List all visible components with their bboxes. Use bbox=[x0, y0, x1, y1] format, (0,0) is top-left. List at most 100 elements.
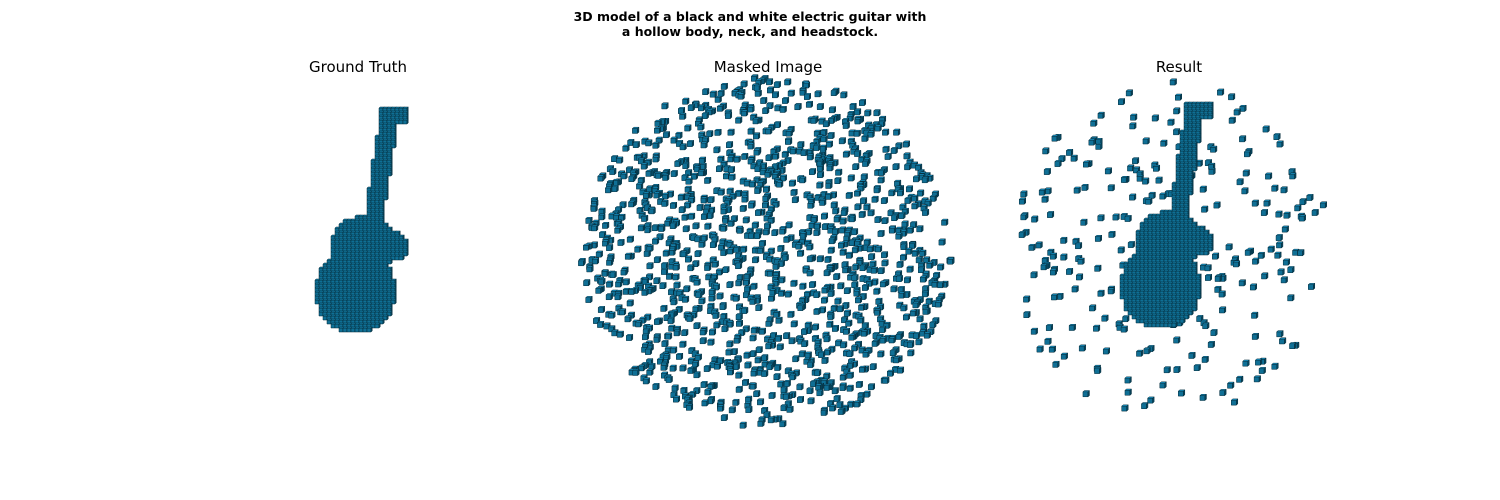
noise-voxel bbox=[1030, 271, 1039, 279]
noise-voxel bbox=[1089, 119, 1098, 127]
noise-voxel bbox=[662, 249, 671, 257]
noise-voxel bbox=[1201, 322, 1210, 330]
noise-voxel bbox=[1058, 154, 1066, 163]
noise-voxel bbox=[796, 140, 805, 149]
noise-voxel bbox=[1288, 172, 1297, 180]
noise-voxel bbox=[611, 184, 620, 193]
noise-voxel bbox=[824, 255, 833, 264]
noise-voxel bbox=[743, 285, 752, 293]
noise-voxel bbox=[1214, 274, 1223, 283]
noise-voxel bbox=[591, 257, 600, 265]
noise-voxel bbox=[1088, 138, 1097, 146]
noise-voxel bbox=[859, 263, 867, 272]
noise-voxel bbox=[1155, 176, 1164, 184]
result-voxel-plot bbox=[1018, 78, 1328, 412]
noise-voxel bbox=[747, 105, 755, 113]
noise-voxel bbox=[1225, 243, 1234, 251]
noise-voxel bbox=[734, 261, 743, 270]
noise-voxel bbox=[886, 369, 895, 377]
noise-voxel bbox=[1244, 248, 1253, 257]
noise-voxel bbox=[733, 336, 742, 344]
noise-voxel bbox=[661, 192, 670, 200]
noise-voxel bbox=[730, 214, 739, 223]
noise-voxel bbox=[1140, 401, 1149, 410]
noise-voxel bbox=[1209, 145, 1218, 153]
noise-voxel bbox=[904, 196, 912, 205]
noise-voxel bbox=[915, 338, 923, 346]
noise-voxel bbox=[827, 246, 836, 254]
noise-voxel bbox=[1240, 187, 1249, 195]
noise-voxel bbox=[1112, 213, 1121, 221]
noise-voxel bbox=[778, 166, 787, 175]
noise-voxel bbox=[1296, 249, 1305, 257]
noise-voxel bbox=[816, 102, 825, 111]
noise-voxel bbox=[1228, 116, 1237, 124]
noise-voxel bbox=[704, 388, 712, 396]
noise-voxel bbox=[761, 106, 770, 115]
ground-truth-voxel-plot bbox=[314, 106, 409, 333]
noise-voxel bbox=[853, 129, 862, 137]
noise-voxel bbox=[1102, 347, 1111, 355]
noise-voxel bbox=[764, 170, 773, 178]
noise-voxel bbox=[1146, 396, 1155, 404]
noise-voxel bbox=[871, 339, 880, 348]
noise-voxel bbox=[892, 162, 900, 171]
noise-voxel bbox=[1117, 246, 1126, 254]
guitar-voxel bbox=[374, 322, 381, 329]
noise-voxel bbox=[707, 195, 716, 204]
panel-title-ground-truth: Ground Truth bbox=[309, 58, 407, 76]
noise-voxel bbox=[780, 404, 788, 412]
noise-voxel bbox=[703, 222, 712, 230]
noise-voxel bbox=[854, 203, 862, 211]
noise-voxel bbox=[1120, 325, 1129, 333]
noise-voxel bbox=[1088, 304, 1097, 312]
noise-voxel bbox=[851, 246, 860, 254]
noise-voxel bbox=[786, 405, 794, 413]
noise-voxel bbox=[800, 339, 809, 348]
noise-voxel bbox=[616, 330, 625, 338]
noise-voxel bbox=[1018, 230, 1027, 239]
noise-voxel bbox=[1124, 388, 1133, 396]
noise-voxel bbox=[823, 335, 832, 343]
noise-voxel bbox=[893, 179, 902, 187]
noise-voxel bbox=[727, 128, 736, 136]
noise-voxel bbox=[673, 159, 682, 168]
noise-voxel bbox=[1128, 122, 1137, 130]
noise-voxel bbox=[928, 320, 937, 329]
noise-voxel bbox=[866, 245, 875, 253]
noise-voxel bbox=[853, 400, 862, 408]
guitar-voxel bbox=[1207, 113, 1214, 120]
noise-voxel bbox=[831, 324, 840, 333]
noise-voxel bbox=[768, 391, 777, 400]
noise-voxel bbox=[722, 172, 731, 180]
noise-voxel bbox=[662, 131, 671, 139]
noise-voxel bbox=[720, 413, 729, 422]
noise-voxel bbox=[750, 282, 758, 290]
noise-voxel bbox=[790, 320, 799, 328]
noise-voxel bbox=[697, 297, 706, 305]
noise-voxel bbox=[712, 311, 720, 320]
noise-voxel bbox=[765, 319, 773, 328]
noise-voxel bbox=[806, 201, 815, 209]
noise-voxel bbox=[773, 363, 782, 372]
noise-voxel bbox=[739, 421, 748, 429]
noise-voxel bbox=[735, 385, 744, 393]
guitar-voxel bbox=[390, 142, 397, 149]
noise-voxel bbox=[648, 207, 657, 215]
noise-voxel bbox=[1121, 315, 1130, 323]
noise-voxel bbox=[884, 152, 893, 161]
noise-voxel bbox=[687, 357, 696, 365]
noise-voxel bbox=[693, 371, 701, 379]
panel-title-masked-image: Masked Image bbox=[713, 58, 823, 76]
noise-voxel bbox=[816, 255, 825, 263]
noise-voxel bbox=[637, 157, 646, 165]
noise-voxel bbox=[906, 349, 915, 357]
noise-voxel bbox=[615, 156, 624, 164]
noise-voxel bbox=[643, 249, 652, 258]
noise-voxel bbox=[717, 243, 726, 251]
noise-voxel bbox=[912, 301, 920, 309]
noise-voxel bbox=[877, 229, 886, 238]
noise-voxel bbox=[853, 108, 862, 116]
noise-voxel bbox=[821, 356, 829, 365]
noise-voxel bbox=[1242, 359, 1250, 367]
